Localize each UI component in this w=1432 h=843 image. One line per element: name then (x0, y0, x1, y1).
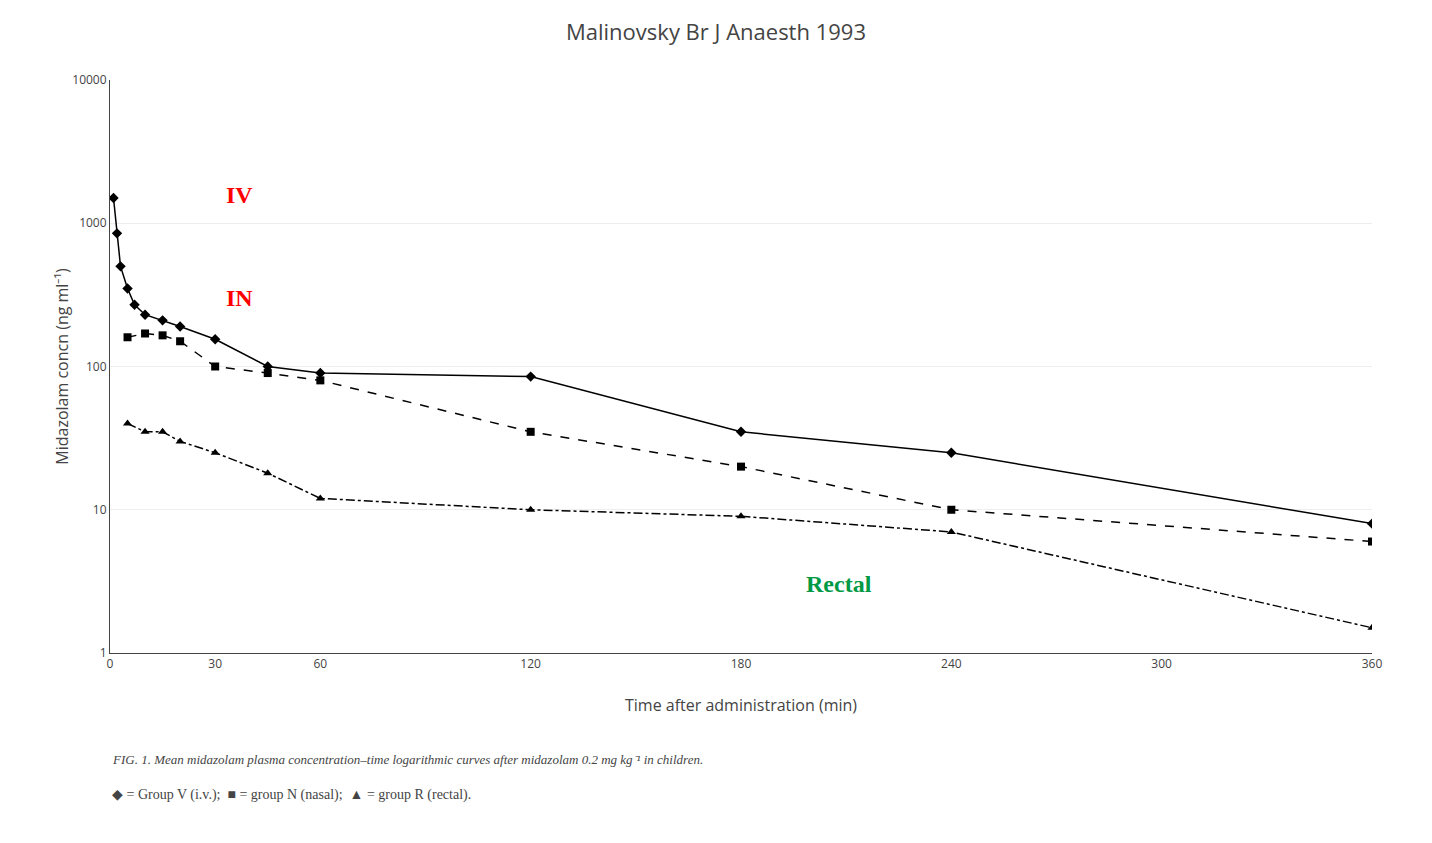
svg-text:Midazolam concn (ng ml⁻¹): Midazolam concn (ng ml⁻¹) (51, 268, 73, 465)
svg-text:100: 100 (86, 358, 107, 375)
svg-text:◆ = Group V (i.v.); ■ = group: ◆ = Group V (i.v.); ■ = group N (nasal);… (112, 787, 471, 803)
svg-text:10000: 10000 (72, 71, 106, 88)
svg-text:360: 360 (1362, 655, 1383, 672)
svg-text:Malinovsky Br J Anaesth 1993: Malinovsky Br J Anaesth 1993 (566, 16, 866, 46)
svg-text:300: 300 (1151, 655, 1172, 672)
svg-text:60: 60 (313, 655, 327, 672)
svg-text:1: 1 (100, 644, 107, 661)
svg-text:30: 30 (208, 655, 222, 672)
svg-text:FIG. 1. Mean midazolam plasma: FIG. 1. Mean midazolam plasma concentrat… (112, 752, 703, 767)
svg-text:120: 120 (520, 655, 541, 672)
svg-text:180: 180 (731, 655, 752, 672)
svg-text:Rectal: Rectal (806, 571, 872, 597)
svg-text:IV: IV (226, 182, 253, 208)
svg-text:240: 240 (941, 655, 962, 672)
svg-text:IN: IN (226, 285, 253, 311)
svg-text:0: 0 (107, 655, 114, 672)
svg-text:10: 10 (93, 501, 107, 518)
svg-text:Time after administration (min: Time after administration (min) (625, 694, 857, 716)
svg-text:1000: 1000 (79, 214, 107, 231)
